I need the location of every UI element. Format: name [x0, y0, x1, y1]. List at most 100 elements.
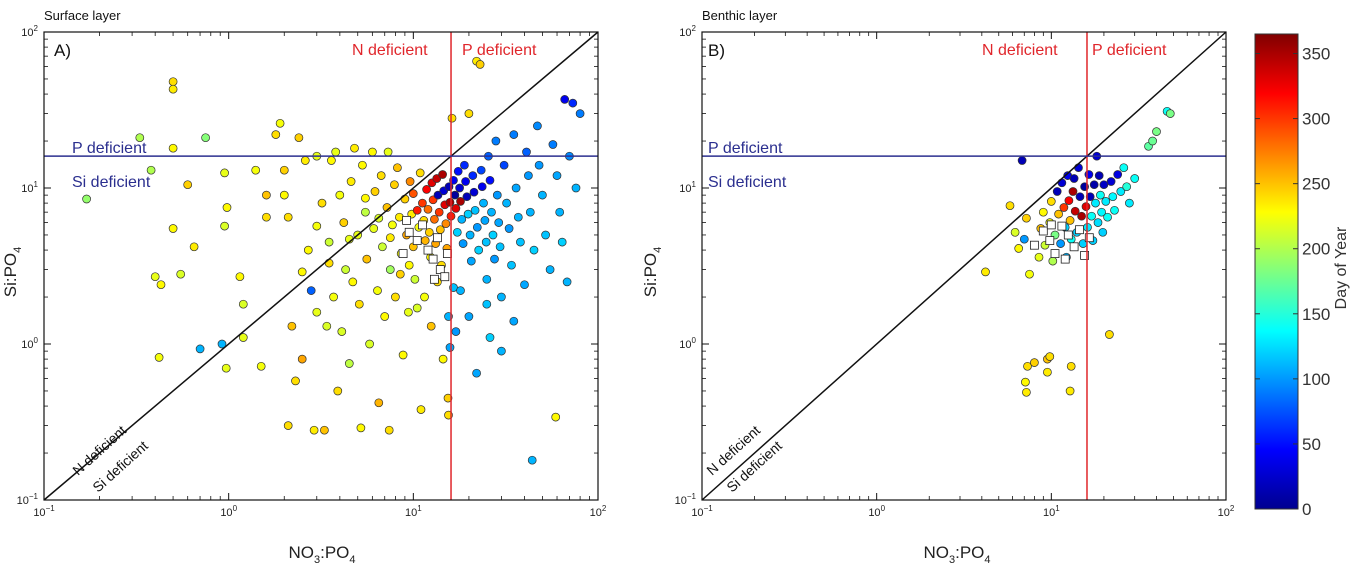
data-point-benthic	[1056, 239, 1065, 248]
data-point-surface	[262, 212, 271, 222]
data-point-surface	[365, 339, 374, 349]
reference-square-benthic	[1075, 225, 1084, 235]
data-point-surface	[487, 207, 496, 217]
data-point-surface	[168, 77, 178, 87]
x-tick-label: 102	[1218, 504, 1235, 519]
data-point-surface	[335, 190, 345, 200]
data-point-surface	[344, 359, 354, 368]
data-point-surface	[469, 187, 479, 197]
data-point-surface	[455, 183, 464, 193]
data-point-surface	[168, 224, 178, 233]
data-point-surface	[291, 376, 300, 386]
data-point-surface	[221, 363, 231, 373]
data-point-benthic	[1099, 180, 1109, 190]
y-tick-label: 102	[21, 24, 38, 39]
data-point-surface	[464, 109, 474, 118]
data-point-surface	[82, 194, 91, 204]
x-axis-label-surface: NO3:PO4	[288, 543, 355, 566]
data-point-surface	[491, 136, 501, 146]
data-point-surface	[524, 171, 533, 180]
data-point-surface	[456, 197, 465, 206]
label-p-deficient-vertical-surface: P deficient	[462, 42, 537, 59]
data-point-surface	[458, 239, 468, 248]
data-point-surface	[497, 292, 506, 302]
data-point-benthic	[1054, 209, 1063, 219]
x-tick-label: 10−1	[691, 504, 713, 519]
data-point-surface	[465, 230, 475, 240]
diagonal-line-surface	[43, 31, 599, 501]
colorbar-tick-label: 350	[1302, 45, 1330, 64]
data-point-benthic	[1116, 187, 1126, 196]
data-point-benthic	[1091, 198, 1100, 208]
label-p-deficient-horizontal-benthic: P deficient	[708, 140, 783, 157]
data-point-surface	[297, 267, 307, 277]
data-point-benthic	[1106, 177, 1116, 186]
data-point-surface	[312, 221, 322, 231]
data-point-surface	[533, 121, 542, 131]
data-point-surface	[562, 277, 572, 287]
data-point-surface	[404, 307, 413, 317]
data-point-surface	[520, 280, 529, 290]
data-point-surface	[201, 133, 210, 143]
data-point-surface	[423, 204, 433, 214]
plot-frame-benthic	[701, 31, 1227, 501]
data-point-surface	[189, 242, 199, 252]
data-point-benthic	[1045, 352, 1055, 361]
colorbar-tick-label: 150	[1302, 305, 1330, 324]
data-point-surface	[443, 393, 453, 403]
data-point-surface	[220, 168, 229, 178]
data-point-surface	[283, 421, 293, 430]
data-point-benthic	[1057, 178, 1067, 188]
data-point-surface	[378, 242, 387, 252]
data-point-surface	[445, 343, 455, 352]
data-point-surface	[412, 205, 422, 215]
data-point-benthic	[1017, 156, 1027, 165]
data-point-surface	[279, 165, 289, 175]
data-point-surface	[502, 198, 511, 208]
data-point-surface	[150, 272, 160, 282]
data-point-benthic	[1148, 136, 1157, 146]
data-point-surface	[393, 163, 402, 173]
data-point-surface	[383, 147, 393, 157]
colorbar-label: Day of Year	[1333, 226, 1350, 309]
colorbar: 0 50 100 150 200 250 300 350 Day of Year	[1254, 33, 1350, 519]
data-point-surface	[451, 327, 461, 336]
data-point-surface	[560, 95, 570, 104]
data-point-surface	[400, 194, 410, 204]
data-point-surface	[415, 168, 425, 178]
data-point-surface	[380, 312, 390, 321]
data-point-benthic	[1113, 170, 1123, 179]
data-point-benthic	[1022, 213, 1031, 223]
colorbar-tick-label: 250	[1302, 175, 1330, 194]
data-point-surface	[472, 222, 482, 232]
colorbar-tick-label: 50	[1302, 435, 1321, 454]
reference-square-surface	[417, 220, 427, 230]
x-axis-label-benthic: NO3:PO4	[923, 543, 990, 566]
reference-square-surface	[398, 249, 408, 259]
data-point-benthic	[1101, 197, 1111, 206]
data-point-surface	[451, 204, 461, 213]
data-point-surface	[303, 245, 313, 255]
data-point-surface	[327, 156, 336, 165]
data-point-surface	[495, 242, 505, 252]
data-point-surface	[497, 346, 506, 356]
data-point-surface	[453, 166, 463, 176]
data-point-surface	[441, 219, 451, 229]
data-point-surface	[464, 312, 474, 321]
data-point-surface	[516, 237, 525, 247]
data-point-benthic	[1038, 207, 1048, 217]
data-point-benthic	[1025, 269, 1034, 279]
scatter-points-benthic	[981, 106, 1175, 397]
data-point-surface	[481, 237, 491, 247]
label-si-deficient-horizontal-surface: Si deficient	[72, 174, 151, 191]
panel-letter-a: A)	[54, 41, 71, 60]
data-point-surface	[438, 170, 447, 179]
data-point-benthic	[1089, 180, 1099, 190]
data-point-surface	[424, 227, 434, 237]
data-point-surface	[568, 98, 578, 108]
data-point-surface	[373, 286, 382, 295]
data-point-surface	[146, 165, 156, 175]
data-point-surface	[294, 133, 304, 143]
data-point-surface	[339, 218, 349, 227]
panel-benthic: Benthic layer 10−110−1 100 100 101 101 102 102…	[641, 8, 1235, 566]
